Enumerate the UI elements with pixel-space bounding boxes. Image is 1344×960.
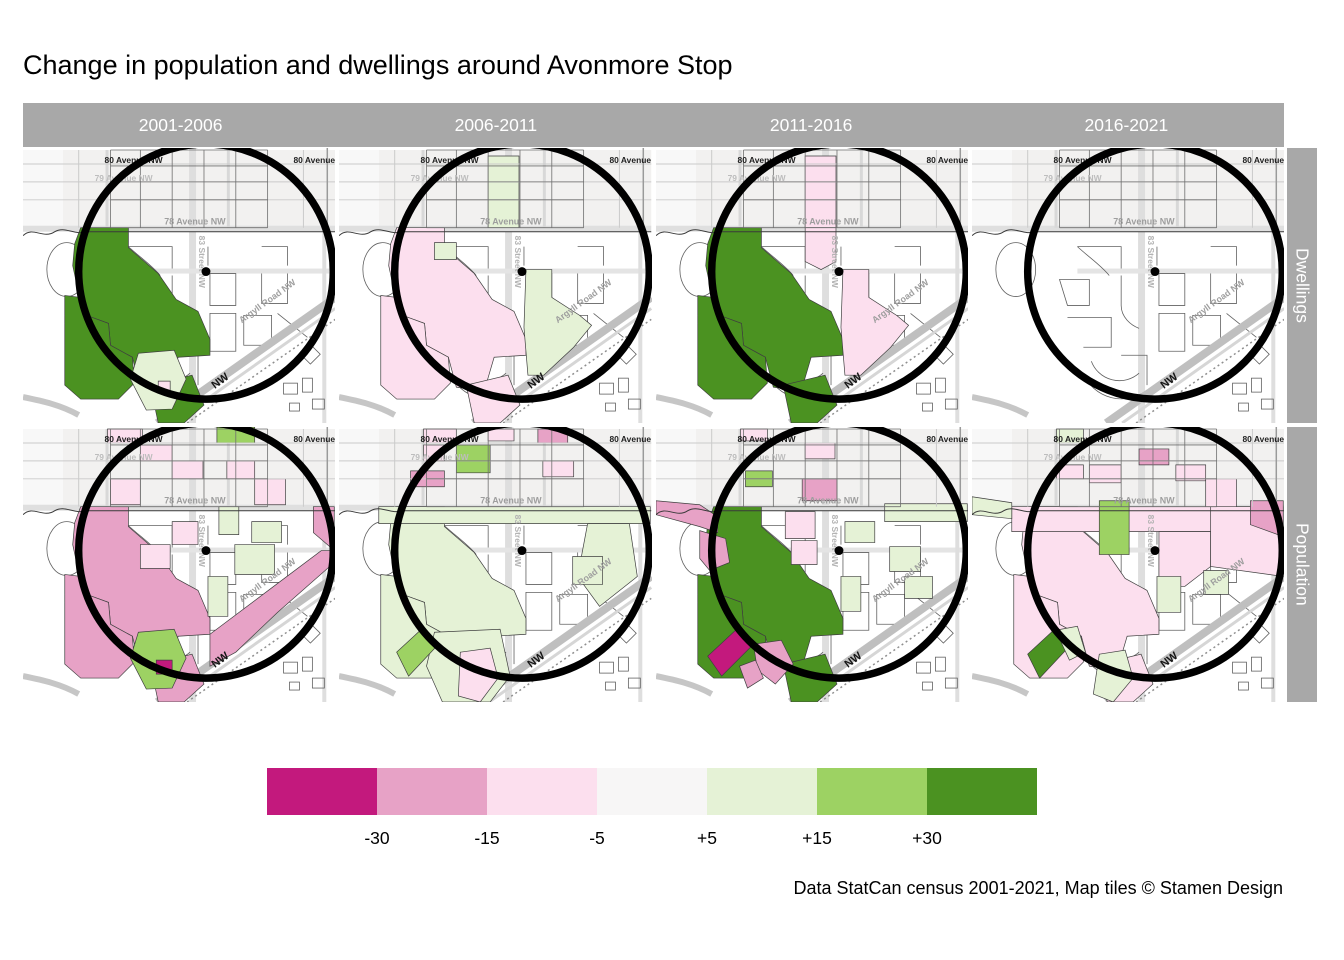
change-region-bin-3 (139, 544, 171, 569)
change-region-bin-2 (1138, 448, 1169, 466)
change-region-bin-5 (434, 242, 457, 260)
change-region-bin-5 (844, 521, 875, 543)
change-region-bin-5 (1156, 576, 1181, 613)
facet-column-headers: 2001-2006 2006-2011 2011-2016 2016-2021 (23, 103, 1284, 147)
change-region-bin-5 (840, 576, 861, 612)
change-region-bin-3 (1205, 478, 1237, 508)
facet-row-dwellings: Dwellings (1287, 148, 1317, 423)
change-region-bin-3 (226, 460, 256, 480)
legend-tick--15: -15 (474, 828, 500, 848)
facet-column-2011-2016: 2011-2016 (769, 114, 853, 135)
map-panel-population-2001-2006 (23, 427, 336, 702)
facet-column-2016-2021: 2016-2021 (1084, 114, 1169, 135)
facet-column-2001-2006: 2001-2006 (138, 114, 223, 135)
figure-title: Change in population and dwellings aroun… (23, 50, 733, 80)
change-region-bin-5 (207, 576, 229, 617)
legend-swatch-6 (817, 768, 927, 815)
legend-swatch-2 (377, 768, 487, 815)
legend-tick-+15: +15 (802, 828, 832, 848)
facet-row-population: Population (1287, 427, 1317, 702)
legend-swatch-3 (487, 768, 597, 815)
change-region-bin-3 (458, 647, 499, 702)
figure-caption: Data StatCan census 2001-2021, Map tiles… (793, 878, 1283, 898)
change-region-bin-3 (790, 540, 817, 565)
change-region-bin-3 (488, 428, 515, 442)
map-panel-population-2006-2011 (339, 427, 652, 702)
map-panel-population-2016-2021 (971, 427, 1284, 702)
color-legend: -30 -15 -5 +5 +15 +30 (267, 768, 1037, 860)
legend-tick-+30: +30 (912, 828, 942, 848)
change-region-bin-3 (171, 460, 204, 480)
legend-tick-+5: +5 (697, 828, 717, 848)
facet-column-2006-2011: 2006-2011 (454, 114, 538, 135)
legend-tick--5: -5 (589, 828, 605, 848)
change-region-bin-3 (784, 511, 815, 539)
change-region-bin-2 (738, 659, 764, 689)
change-region-bin-5 (251, 521, 282, 543)
change-region-bin-3 (110, 478, 141, 506)
map-panel-dwellings-2011-2016 (655, 148, 968, 423)
legend-swatch-4 (597, 768, 707, 815)
map-panel-dwellings-2016-2021 (971, 148, 1284, 423)
change-region-bin-5 (234, 544, 275, 575)
legend-swatch-7 (927, 768, 1037, 815)
map-panel-population-2011-2016 (655, 427, 968, 702)
legend-swatches (267, 768, 1037, 815)
facet-row-dwellings-label: Dwellings (1292, 248, 1313, 323)
legend-swatch-1 (267, 768, 377, 815)
legend-swatch-5 (707, 768, 817, 815)
change-region-bin-2 (655, 500, 718, 534)
change-region-bin-3 (542, 460, 575, 478)
change-region-bin-5 (903, 576, 933, 599)
map-panel-dwellings-2001-2006 (23, 148, 336, 423)
change-region-bin-5 (971, 496, 1012, 520)
change-region-bin-6 (1098, 500, 1130, 555)
change-region-bin-3 (1088, 464, 1122, 484)
legend-tick--30: -30 (364, 828, 390, 848)
change-region-bin-3 (171, 521, 199, 545)
change-region-bin-5 (883, 503, 968, 523)
change-region-bin-3 (254, 478, 286, 506)
facet-row-population-label: Population (1292, 523, 1313, 606)
map-panel-dwellings-2006-2011 (339, 148, 652, 423)
map-panel-grid (23, 148, 1284, 702)
